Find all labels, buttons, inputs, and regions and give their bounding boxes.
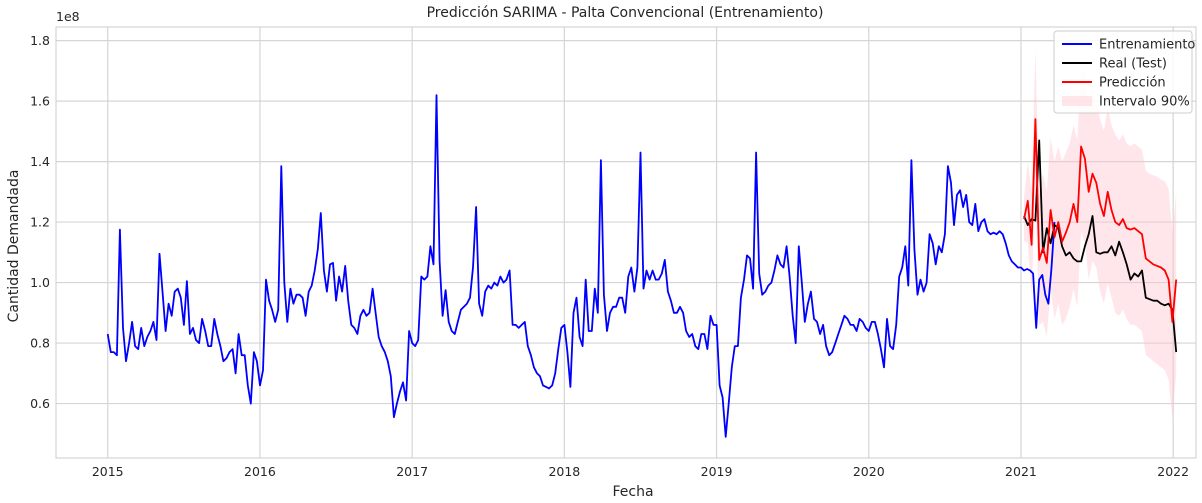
chart-title: Predicción SARIMA - Palta Convencional (… — [427, 5, 824, 21]
series-layer — [106, 49, 1178, 438]
intervalo-90-band — [1024, 49, 1177, 419]
y-tick-label: 1.6 — [30, 94, 50, 109]
y-tick-label: 1.0 — [30, 275, 50, 290]
legend-label: Intervalo 90% — [1099, 95, 1190, 110]
legend-label: Predicción — [1099, 76, 1166, 91]
plot-area — [55, 26, 1197, 459]
grid — [56, 27, 1196, 458]
y-tick-label: 1.4 — [30, 154, 50, 169]
x-tick-label: 2020 — [853, 464, 885, 479]
y-tick-label: 0.6 — [30, 396, 50, 411]
legend-box — [1053, 30, 1193, 114]
y-axis-label: Cantidad Demandada — [6, 170, 22, 323]
x-tick-label: 2016 — [244, 464, 276, 479]
legend-label: Real (Test) — [1099, 57, 1167, 72]
legend-label: Entrenamiento — [1099, 38, 1195, 53]
x-tick-label: 2015 — [92, 464, 124, 479]
x-tick-label: 2019 — [701, 464, 733, 479]
x-tick-label: 2017 — [396, 464, 428, 479]
prediccion-line — [1023, 118, 1178, 323]
legend: Entrenamiento Real (Test) Predicción Interv… — [1053, 30, 1195, 114]
y-tick-label: 0.8 — [30, 336, 50, 351]
x-tick-label: 2022 — [1157, 464, 1189, 479]
y-tick-label: 1.2 — [30, 215, 50, 230]
x-axis-ticks: 2015 2016 2017 2018 2019 2020 2021 2022 — [92, 464, 1189, 479]
x-tick-label: 2021 — [1005, 464, 1037, 479]
entrenamiento-line — [106, 94, 1056, 438]
y-tick-label: 1.8 — [30, 33, 50, 48]
legend-swatch — [1062, 96, 1092, 106]
y-axis-ticks: 0.6 0.8 1.0 1.2 1.4 1.6 1.8 — [30, 33, 50, 411]
plot-frame — [55, 26, 1197, 459]
plot-background — [56, 27, 1196, 458]
x-axis-label: Fecha — [612, 484, 653, 500]
y-axis-offset-label: 1e8 — [56, 9, 80, 24]
x-tick-label: 2018 — [548, 464, 580, 479]
